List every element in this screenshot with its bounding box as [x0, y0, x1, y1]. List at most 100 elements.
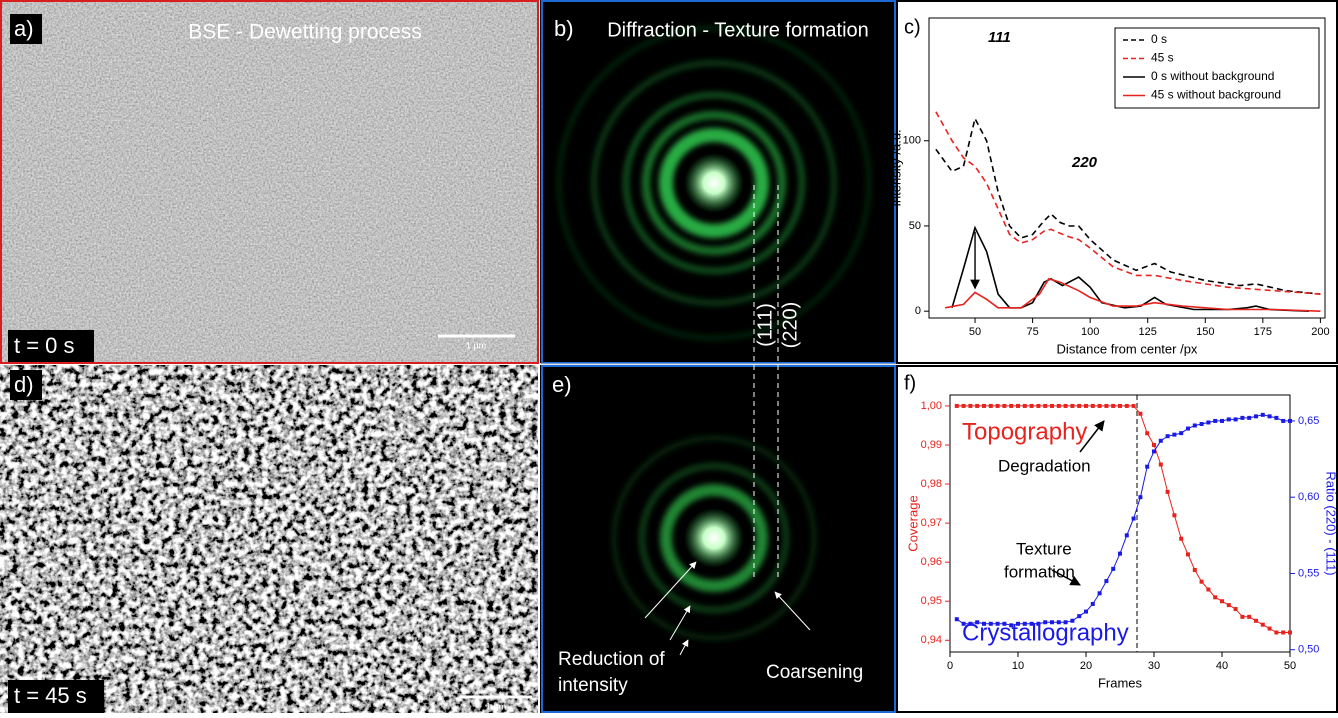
point [1240, 615, 1244, 619]
point [1070, 404, 1074, 408]
figure: a) BSE - Dewetting process t = 0 s 1 µm … [0, 0, 1338, 713]
point [1268, 627, 1272, 631]
y2-tick-label: 0,55 [1298, 567, 1319, 579]
point [1084, 404, 1088, 408]
point [1268, 414, 1272, 418]
y2-tick-label: 0,60 [1298, 491, 1319, 503]
panel-label: e) [552, 372, 572, 397]
point [1179, 431, 1183, 435]
legend-label: 0 s [1151, 32, 1167, 46]
annotation: intensity [558, 675, 628, 696]
point [975, 404, 979, 408]
sem-image [0, 365, 538, 713]
point [1274, 630, 1278, 634]
point [1050, 404, 1054, 408]
legend-label: 0 s without background [1151, 69, 1274, 83]
y-tick-label: 100 [903, 135, 921, 147]
point [1254, 619, 1258, 623]
time-label: t = 45 s [14, 683, 87, 708]
point [1138, 412, 1142, 416]
point [1220, 599, 1224, 603]
point [1166, 434, 1170, 438]
y-tick-label: 50 [909, 220, 921, 232]
y-tick-label: 0,97 [921, 517, 942, 529]
point [1213, 595, 1217, 599]
y-tick-label: 1,00 [921, 400, 942, 412]
point [1261, 413, 1265, 417]
point [1009, 404, 1013, 408]
x-tick-label: 0 [947, 660, 953, 672]
point [1200, 422, 1204, 426]
point [1104, 579, 1108, 583]
panel-label: d) [14, 372, 34, 397]
point [1132, 517, 1136, 521]
point [1179, 537, 1183, 541]
point [1064, 404, 1068, 408]
x-tick-label: 50 [969, 326, 981, 338]
annotation: Degradation [998, 456, 1091, 475]
point [1220, 419, 1224, 423]
y-tick-label: 0,95 [921, 595, 942, 607]
point [955, 404, 959, 408]
point [1186, 552, 1190, 556]
point [1281, 419, 1285, 423]
annotation: Topography [962, 418, 1087, 445]
annotation: Reduction of [558, 649, 665, 670]
point [1125, 533, 1129, 537]
y2-tick-label: 0,50 [1298, 644, 1319, 656]
ring-label: (111) [754, 303, 776, 347]
point [1104, 404, 1108, 408]
point [989, 404, 993, 408]
point [1098, 591, 1102, 595]
point [1247, 416, 1251, 420]
x-tick-label: 30 [1148, 660, 1160, 672]
legend-label: 45 s without background [1151, 88, 1281, 102]
series-line [945, 279, 1320, 311]
panel-label: f) [904, 372, 916, 394]
point [1111, 404, 1115, 408]
annotation: Coarsening [766, 662, 863, 683]
point [1023, 404, 1027, 408]
point [1077, 404, 1081, 408]
point [1030, 404, 1034, 408]
sem-image [0, 0, 538, 363]
y-tick-label: 0,99 [921, 439, 942, 451]
point [1036, 404, 1040, 408]
panel-label: a) [14, 16, 34, 41]
point [1125, 404, 1129, 408]
point [1227, 417, 1231, 421]
legend-label: 45 s [1151, 51, 1174, 65]
x-tick-label: 150 [1196, 326, 1214, 338]
point [1186, 427, 1190, 431]
point [1152, 443, 1156, 447]
x-tick-label: 10 [1012, 660, 1024, 672]
panel-label: b) [554, 16, 574, 41]
point [1145, 465, 1149, 469]
y-tick-label: 0,94 [921, 634, 942, 646]
point [1091, 404, 1095, 408]
point [1166, 490, 1170, 494]
x-tick-label: 100 [1081, 326, 1099, 338]
point [1118, 404, 1122, 408]
point [1132, 404, 1136, 408]
y-tick-label: 0,96 [921, 556, 942, 568]
point [1234, 417, 1238, 421]
point [982, 404, 986, 408]
point [1077, 614, 1081, 618]
point [1172, 513, 1176, 517]
point [968, 404, 972, 408]
center-spot [684, 153, 744, 213]
annotation: 111 [988, 29, 1011, 46]
point [1118, 552, 1122, 556]
point [1234, 607, 1238, 611]
x-tick-label: 40 [1216, 660, 1228, 672]
point [1247, 615, 1251, 619]
x-tick-label: 20 [1080, 660, 1092, 672]
point [1288, 419, 1292, 423]
series-line [952, 228, 1309, 312]
point [1016, 404, 1020, 408]
point [1002, 404, 1006, 408]
center-spot [684, 508, 744, 568]
annotation: Texture [1016, 539, 1072, 558]
x-tick-label: 200 [1311, 326, 1329, 338]
